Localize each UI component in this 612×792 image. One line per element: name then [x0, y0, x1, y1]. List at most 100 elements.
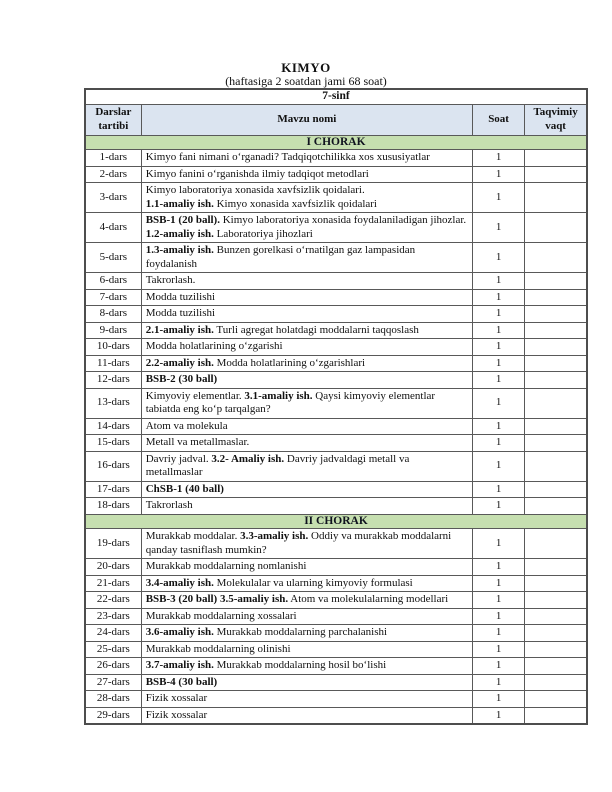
- topic-text-segment: Murakkab moddalarning olinishi: [145, 642, 291, 655]
- lesson-hours-cell: 1: [471, 607, 526, 625]
- topic-text-segment: Kimyo xonasida xavfsizlik qoidalari: [213, 197, 377, 210]
- lesson-topic-cell: 1.3-amaliy ish. Bunzen gorelkasi oʻrnati…: [140, 242, 473, 273]
- lesson-number-cell: 10-dars: [84, 338, 142, 356]
- quarter-section-row: I CHORAK: [84, 134, 588, 150]
- topic-text-segment: Fizik xossalar: [145, 692, 208, 704]
- topic-text-segment: Qaysi kimyoviy elementlar tabiatda eng k…: [145, 389, 436, 416]
- lesson-topic-cell: ChSB-1 (40 ball): [140, 480, 473, 498]
- topic-text-segment: Modda tuzilishi: [145, 290, 216, 303]
- topic-text-segment: Laboratoriya jihozlari: [213, 227, 313, 240]
- calendar-date-cell: [524, 657, 588, 675]
- topic-bold-segment: 3.1-amaliy ish.: [244, 389, 313, 402]
- lesson-number-cell: 3-dars: [84, 182, 142, 213]
- topic-text-segment: Modda holatlarining oʻzgarishlari: [213, 356, 366, 369]
- col-header-mavzu-nomi: Mavzu nomi: [140, 103, 473, 136]
- lesson-hours-cell: 1: [471, 272, 526, 290]
- lesson-topic-cell: Murakkab moddalar. 3.3-amaliy ish. Oddiy…: [140, 528, 473, 559]
- lesson-hours-cell: 1: [471, 574, 526, 592]
- lesson-row: 6-dars Takrorlash. 1: [84, 272, 588, 290]
- calendar-date-cell: [524, 182, 588, 213]
- calendar-date-cell: [524, 288, 588, 306]
- lesson-hours-cell: 1: [471, 528, 526, 559]
- lesson-number-cell: 15-dars: [84, 434, 142, 452]
- lesson-number-cell: 29-dars: [84, 706, 142, 725]
- lesson-number-cell: 6-dars: [84, 272, 142, 290]
- lesson-hours-cell: 1: [471, 690, 526, 708]
- lesson-topic-cell: BSB-3 (20 ball) 3.5-amaliy ish. Atom va …: [140, 591, 473, 609]
- lesson-hours-cell: 1: [471, 673, 526, 691]
- topic-text-segment: Modda holatlarining oʻzgarishi: [145, 340, 283, 352]
- calendar-date-cell: [524, 354, 588, 372]
- calendar-date-cell: [524, 149, 588, 167]
- lesson-number-cell: 19-dars: [84, 528, 142, 559]
- lesson-number-cell: 23-dars: [84, 607, 142, 625]
- topic-text-segment: Murakkab moddalarning xossalari: [145, 609, 297, 622]
- lesson-hours-cell: 1: [471, 305, 526, 323]
- topic-text-segment: Bunzen gorelkasi oʻrnatilgan gaz lampasi…: [145, 244, 416, 270]
- lesson-hours-cell: 1: [471, 242, 526, 273]
- lesson-number-cell: 26-dars: [84, 657, 142, 675]
- topic-bold-segment: 3.3-amaliy ish.: [240, 530, 309, 542]
- lesson-topic-cell: Metall va metallmaslar.: [140, 434, 473, 452]
- lesson-row: 16-dars Davriy jadval. 3.2- Amaliy ish. D…: [84, 450, 588, 482]
- topic-bold-segment: 2.1-amaliy ish.: [145, 323, 214, 336]
- topic-text-segment: Kimyo laboratoriya xonasida xavfsizlik q…: [145, 184, 365, 196]
- topic-text-segment: Kimyoviy elementlar.: [145, 389, 245, 402]
- lesson-topic-cell: Takrorlash.: [140, 272, 473, 290]
- curriculum-table: 7-sinf Darslar tartibi Mavzu nomi Soat T…: [84, 88, 588, 725]
- lesson-number-cell: 1-dars: [84, 149, 142, 167]
- lesson-topic-cell: 2.1-amaliy ish. Turli agregat holatdagi …: [140, 321, 473, 339]
- lesson-row: 8-dars Modda tuzilishi 1: [84, 305, 588, 323]
- lesson-row: 13-dars Kimyoviy elementlar. 3.1-amaliy i…: [84, 387, 588, 419]
- lesson-topic-cell: BSB-4 (30 ball): [140, 673, 473, 691]
- lesson-hours-cell: 1: [471, 182, 526, 213]
- topic-text-segment: Fizik xossalar: [145, 708, 208, 721]
- lesson-topic-cell: BSB-2 (30 ball): [140, 371, 473, 389]
- calendar-date-cell: [524, 528, 588, 559]
- calendar-date-cell: [524, 640, 588, 658]
- col-header-soat: Soat: [471, 103, 526, 136]
- lesson-number-cell: 16-dars: [84, 450, 142, 482]
- lesson-number-cell: 24-dars: [84, 624, 142, 642]
- lesson-topic-cell: 2.2-amaliy ish. Modda holatlarining oʻzg…: [140, 354, 473, 372]
- lesson-hours-cell: 1: [471, 657, 526, 675]
- lesson-row: 29-dars Fizik xossalar 1: [84, 706, 588, 725]
- lesson-hours-cell: 1: [471, 591, 526, 609]
- lesson-number-cell: 18-dars: [84, 497, 142, 515]
- topic-text-segment: Kimyo laboratoriya xonasida foydalanilad…: [219, 214, 467, 226]
- topic-text-segment: Murakkab moddalarning nomlanishi: [145, 560, 307, 572]
- topic-bold-segment: BSB-2 (30 ball): [145, 373, 218, 385]
- topic-text-segment: Turli agregat holatdagi moddalarni taqqo…: [213, 323, 419, 336]
- lesson-row: 22-dars BSB-3 (20 ball) 3.5-amaliy ish. A…: [84, 591, 588, 609]
- lesson-hours-cell: 1: [471, 354, 526, 372]
- lesson-topic-cell: Atom va molekula: [140, 417, 473, 435]
- calendar-date-cell: [524, 480, 588, 498]
- lesson-row: 7-dars Modda tuzilishi 1: [84, 288, 588, 306]
- calendar-date-cell: [524, 497, 588, 515]
- topic-bold-segment: 2.2-amaliy ish.: [145, 356, 214, 369]
- quarter-section-label: II CHORAK: [84, 513, 588, 529]
- lesson-hours-cell: 1: [471, 288, 526, 306]
- lesson-row: 20-dars Murakkab moddalarning nomlanishi 1: [84, 558, 588, 576]
- lesson-topic-cell: Modda holatlarining oʻzgarishi: [140, 338, 473, 356]
- lesson-number-cell: 13-dars: [84, 387, 142, 419]
- lesson-row: 18-dars Takrorlash 1: [84, 497, 588, 515]
- calendar-date-cell: [524, 434, 588, 452]
- lesson-number-cell: 27-dars: [84, 673, 142, 691]
- lesson-row: 17-dars ChSB-1 (40 ball) 1: [84, 480, 588, 498]
- lesson-topic-cell: Kimyo laboratoriya xonasida xavfsizlik q…: [140, 182, 473, 213]
- calendar-date-cell: [524, 450, 588, 482]
- topic-bold-segment: 3.7-amaliy ish.: [145, 659, 214, 671]
- topic-text-segment: Oddiy va murakkab moddalarni qanday tasn…: [145, 530, 452, 556]
- lesson-row: 21-dars 3.4-amaliy ish. Molekulalar va ul…: [84, 574, 588, 592]
- lesson-number-cell: 25-dars: [84, 640, 142, 658]
- topic-text-segment: Kimyo fani nimani oʻrganadi? Tadqiqotchi…: [145, 151, 430, 163]
- lesson-topic-cell: Murakkab moddalarning xossalari: [140, 607, 473, 625]
- calendar-date-cell: [524, 591, 588, 609]
- lesson-hours-cell: 1: [471, 558, 526, 576]
- lesson-number-cell: 12-dars: [84, 371, 142, 389]
- calendar-date-cell: [524, 607, 588, 625]
- lesson-row: 3-dars Kimyo laboratoriya xonasida xavfsi…: [84, 182, 588, 213]
- lesson-topic-cell: 3.7-amaliy ish. Murakkab moddalarning ho…: [140, 657, 473, 675]
